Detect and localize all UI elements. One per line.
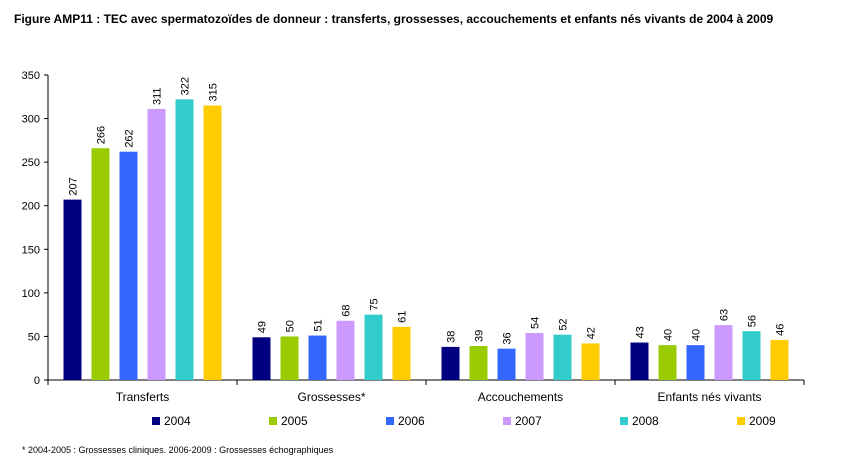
bar [147, 108, 166, 380]
bar [308, 335, 327, 380]
data-label: 61 [397, 311, 409, 323]
legend-label: 2009 [749, 414, 776, 428]
data-label: 63 [719, 309, 731, 321]
bar [469, 346, 488, 380]
y-tick-label: 250 [22, 157, 40, 169]
y-tick-label: 150 [22, 244, 40, 256]
bar [630, 342, 649, 380]
data-label: 311 [152, 87, 164, 105]
chart-legend: 2004 2005 2006 2007 2008 2009 [152, 414, 776, 428]
x-category-label: Transferts [116, 390, 170, 404]
legend-label: 2004 [164, 414, 191, 428]
bar [497, 348, 516, 380]
bar [658, 345, 677, 380]
chart-bars [63, 99, 789, 381]
legend-swatch [620, 417, 628, 425]
chart-footnote: * 2004-2005 : Grossesses cliniques. 2006… [22, 445, 334, 455]
data-label: 51 [313, 319, 325, 331]
chart-data-labels: 207 49 38 43 266 50 39 40 262 51 36 40 311 68 54 63 322 7… [68, 77, 787, 345]
legend-swatch [269, 417, 277, 425]
data-label: 43 [635, 326, 647, 338]
bar [119, 151, 138, 380]
x-category-label: Grossesses* [297, 390, 365, 404]
data-label: 54 [530, 317, 542, 329]
legend-swatch [503, 417, 511, 425]
data-label: 46 [775, 324, 787, 336]
bar [441, 346, 460, 380]
data-label: 75 [369, 298, 381, 310]
bar [63, 199, 82, 380]
data-label: 207 [68, 177, 80, 195]
data-label: 262 [124, 129, 136, 147]
data-label: 266 [96, 126, 108, 144]
bar [252, 337, 271, 380]
data-label: 39 [474, 330, 486, 342]
data-label: 36 [502, 332, 514, 344]
legend-label: 2006 [398, 414, 425, 428]
bar [770, 339, 789, 380]
bar [392, 326, 411, 380]
legend-swatch [152, 417, 160, 425]
data-label: 315 [208, 83, 220, 101]
data-label: 68 [341, 304, 353, 316]
bar [581, 343, 600, 380]
legend-swatch [737, 417, 745, 425]
legend-label: 2008 [632, 414, 659, 428]
legend-label: 2005 [281, 414, 308, 428]
y-tick-label: 0 [34, 375, 40, 387]
y-tick-label: 350 [22, 70, 40, 82]
y-tick-label: 200 [22, 201, 40, 213]
data-label: 52 [558, 318, 570, 330]
bar [742, 331, 761, 380]
x-category-label: Accouchements [478, 390, 563, 404]
bar [336, 320, 355, 380]
data-label: 322 [180, 77, 192, 95]
legend-swatch [386, 417, 394, 425]
y-tick-label: 300 [22, 114, 40, 126]
data-label: 40 [691, 329, 703, 341]
data-label: 42 [586, 327, 598, 339]
bar [280, 336, 299, 380]
bar [525, 332, 544, 380]
data-label: 38 [446, 331, 458, 343]
bar [203, 105, 222, 380]
bar [686, 345, 705, 380]
chart-axes: 0 50 100 150 200 250 300 350 Transferts Grossesse… [22, 70, 805, 404]
y-tick-label: 50 [28, 331, 40, 343]
bar [553, 334, 572, 380]
data-label: 40 [663, 329, 675, 341]
bar [175, 99, 194, 381]
data-label: 49 [257, 321, 269, 333]
chart-title: Figure AMP11 : TEC avec spermatozoïdes d… [14, 12, 774, 26]
data-label: 50 [285, 320, 297, 332]
x-category-label: Enfants nés vivants [657, 390, 761, 404]
bar [364, 314, 383, 380]
bar [714, 325, 733, 380]
bar [91, 148, 110, 380]
data-label: 56 [747, 315, 759, 327]
legend-label: 2007 [515, 414, 542, 428]
y-tick-label: 100 [22, 288, 40, 300]
